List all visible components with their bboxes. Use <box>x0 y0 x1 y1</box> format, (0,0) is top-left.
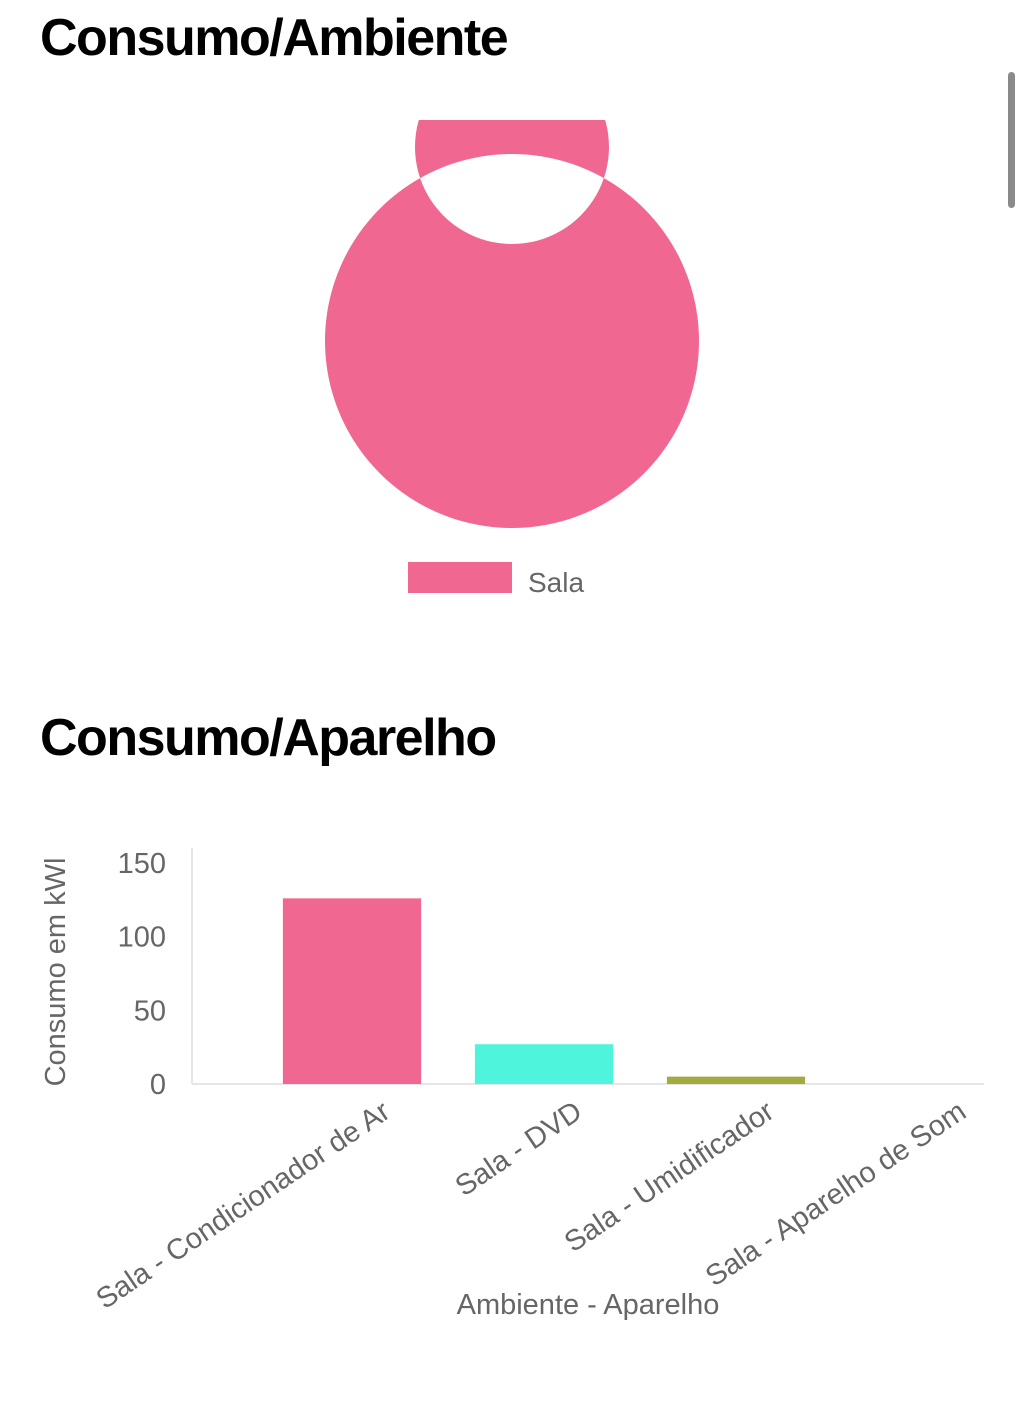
aparelho-section-title: Consumo/Aparelho <box>40 709 497 767</box>
legend-swatch[interactable] <box>408 562 512 593</box>
ambiente-donut-chart: Sala <box>324 120 699 598</box>
y-tick-label: 150 <box>118 848 166 880</box>
y-axis-title: Consumo em kWl <box>40 858 72 1087</box>
vertical-scrollbar[interactable] <box>1008 72 1015 208</box>
y-tick-label: 0 <box>150 1069 166 1101</box>
y-tick-label: 100 <box>118 922 166 954</box>
x-axis-title: Ambiente - Aparelho <box>457 1289 720 1321</box>
x-tick-label: Sala - DVD <box>450 1095 588 1203</box>
aparelho-bar-chart: 0 50 100 150 Consumo em kWl Ambiente - Aparel… <box>40 848 984 1321</box>
donut-slice-0[interactable] <box>324 120 699 528</box>
ambiente-section-title: Consumo/Ambiente <box>40 9 509 67</box>
bar-1[interactable] <box>474 1044 614 1084</box>
x-tick-label: Sala - Condicionador de Ar <box>91 1095 397 1316</box>
bar-0[interactable] <box>282 898 422 1084</box>
bar-2[interactable] <box>666 1076 806 1084</box>
legend-label[interactable]: Sala <box>528 567 584 598</box>
y-tick-label: 50 <box>134 995 166 1027</box>
